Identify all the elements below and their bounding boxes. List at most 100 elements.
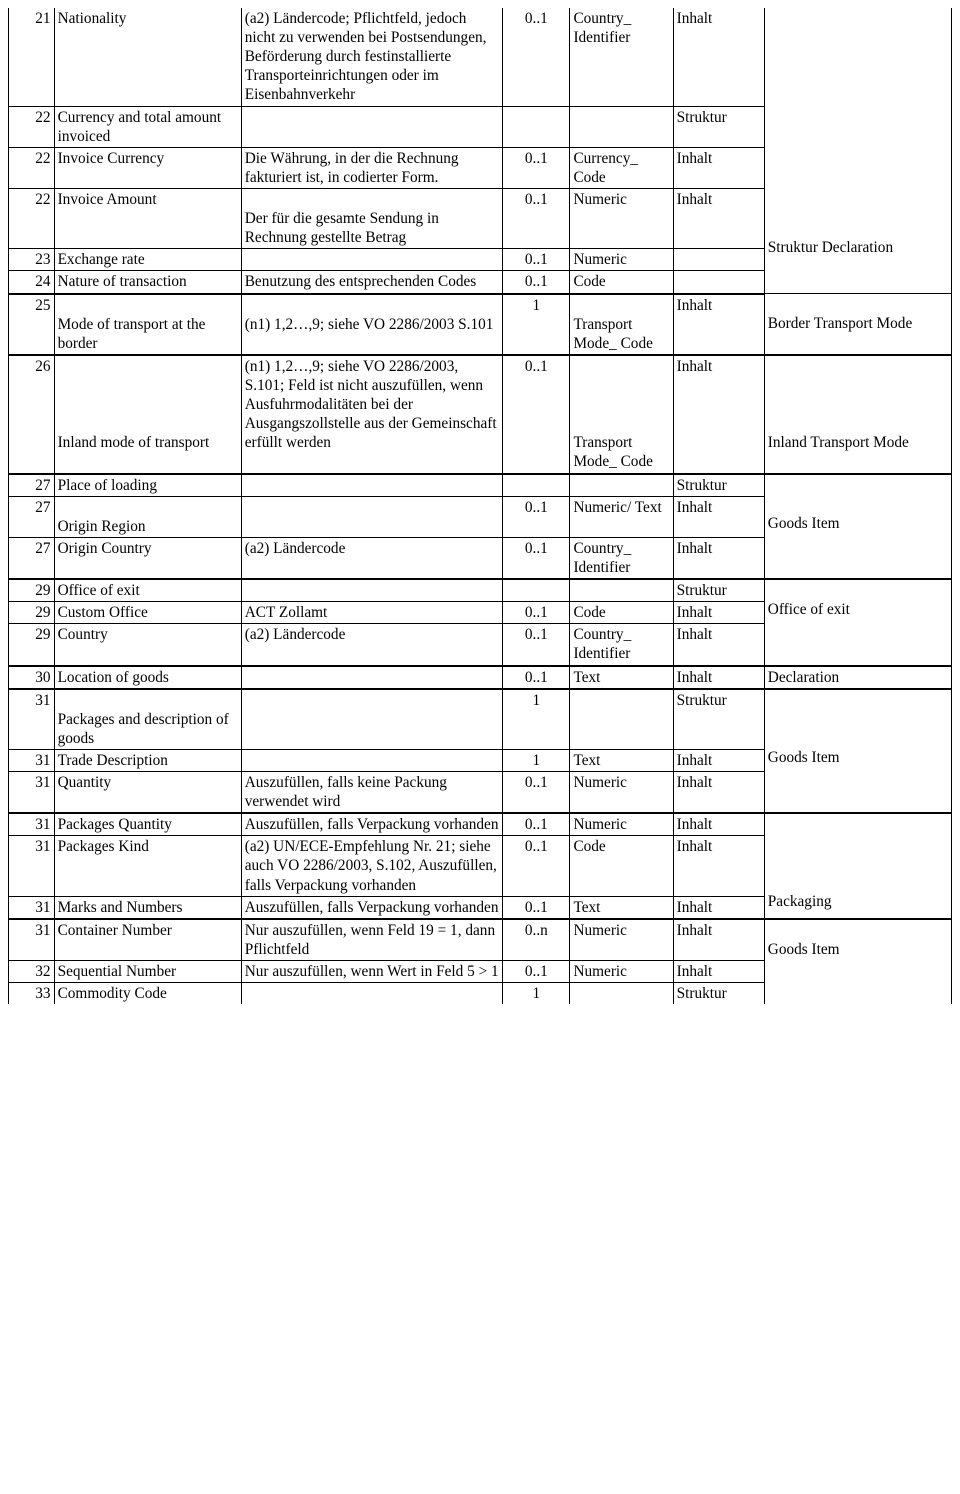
col-card: 0..1 (503, 537, 570, 579)
col-name: Office of exit (54, 579, 241, 602)
col-role: Inhalt (673, 749, 764, 771)
col-desc (241, 749, 503, 771)
col-card: 0..1 (503, 147, 570, 188)
col-num: 27 (9, 496, 55, 537)
col-desc: (a2) Ländercode (241, 537, 503, 579)
col-desc: (n1) 1,2…,9; siehe VO 2286/2003 S.101 (241, 294, 503, 355)
col-type: Text (570, 896, 673, 919)
col-num: 32 (9, 961, 55, 983)
col-type: Country_ Identifier (570, 537, 673, 579)
col-role: Struktur (673, 983, 764, 1005)
col-desc (241, 579, 503, 602)
col-num: 31 (9, 896, 55, 919)
col-card: 0..1 (503, 772, 570, 814)
col-role: Inhalt (673, 896, 764, 919)
col-card: 0..1 (503, 961, 570, 983)
col-role (673, 271, 764, 294)
col-card: 0..1 (503, 8, 570, 106)
col-num: 29 (9, 624, 55, 666)
col-card (503, 474, 570, 497)
col-name: Packages Quantity (54, 813, 241, 836)
col-type: Code (570, 602, 673, 624)
col-name: Exchange rate (54, 249, 241, 271)
col-desc: Auszufüllen, falls Verpackung vorhanden (241, 813, 503, 836)
col-card: 0..1 (503, 249, 570, 271)
group-label: Struktur Declaration (768, 239, 893, 256)
col-type: Numeric (570, 961, 673, 983)
col-num: 30 (9, 666, 55, 689)
col-card: 0..1 (503, 666, 570, 689)
table-row: 31 Packages and description of goods 1 S… (9, 689, 952, 750)
col-desc (241, 983, 503, 1005)
col-card (503, 106, 570, 147)
col-type (570, 106, 673, 147)
col-role: Inhalt (673, 961, 764, 983)
col-desc: Nur auszufüllen, wenn Wert in Feld 5 > 1 (241, 961, 503, 983)
col-role: Inhalt (673, 188, 764, 248)
col-name: Mode of transport at the border (54, 294, 241, 355)
col-name: Packages Kind (54, 836, 241, 896)
col-role: Struktur (673, 579, 764, 602)
col-type: Transport Mode_ Code (570, 294, 673, 355)
col-num: 31 (9, 919, 55, 961)
col-name: Sequential Number (54, 961, 241, 983)
col-desc (241, 106, 503, 147)
col-name: Origin Region (54, 496, 241, 537)
col-card: 1 (503, 294, 570, 355)
col-group: Goods Item (764, 474, 951, 580)
col-name: Place of loading (54, 474, 241, 497)
col-role (673, 249, 764, 271)
col-type: Text (570, 666, 673, 689)
col-desc (241, 496, 503, 537)
col-role: Inhalt (673, 355, 764, 474)
col-type: Numeric (570, 249, 673, 271)
col-desc (241, 249, 503, 271)
col-desc: (a2) Ländercode (241, 624, 503, 666)
col-group: Goods Item (764, 689, 951, 814)
col-card: 0..1 (503, 896, 570, 919)
col-name: Country (54, 624, 241, 666)
col-name: Invoice Currency (54, 147, 241, 188)
col-num: 31 (9, 749, 55, 771)
col-role: Struktur (673, 106, 764, 147)
col-desc: Auszufüllen, falls keine Packung verwend… (241, 772, 503, 814)
col-role: Inhalt (673, 147, 764, 188)
col-card: 0..1 (503, 188, 570, 248)
table-row: 21 Nationality (a2) Ländercode; Pflichtf… (9, 8, 952, 106)
col-card: 0..1 (503, 836, 570, 896)
col-card: 1 (503, 749, 570, 771)
table-row: 25 Mode of transport at the border (n1) … (9, 294, 952, 355)
col-num: 31 (9, 689, 55, 750)
col-type: Numeric (570, 772, 673, 814)
col-name: Container Number (54, 919, 241, 961)
col-desc: Benutzung des entsprechenden Codes (241, 271, 503, 294)
col-num: 27 (9, 537, 55, 579)
col-role: Inhalt (673, 836, 764, 896)
col-name: Marks and Numbers (54, 896, 241, 919)
col-type: Transport Mode_ Code (570, 355, 673, 474)
col-type: Currency_ Code (570, 147, 673, 188)
col-group: Office of exit (764, 579, 951, 665)
col-num: 27 (9, 474, 55, 497)
col-card: 0..1 (503, 271, 570, 294)
col-name: Origin Country (54, 537, 241, 579)
col-name: Trade Description (54, 749, 241, 771)
col-type: Numeric/ Text (570, 496, 673, 537)
col-num: 33 (9, 983, 55, 1005)
col-desc: Auszufüllen, falls Verpackung vorhanden (241, 896, 503, 919)
col-group: Inland Transport Mode (764, 355, 951, 474)
table-row: 31 Container Number Nur auszufüllen, wen… (9, 919, 952, 961)
col-num: 23 (9, 249, 55, 271)
col-group: Border Transport Mode (764, 294, 951, 355)
col-role: Inhalt (673, 537, 764, 579)
col-card: 0..1 (503, 496, 570, 537)
col-name: Currency and total amount invoiced (54, 106, 241, 147)
col-role: Inhalt (673, 602, 764, 624)
col-group: Packaging (764, 813, 951, 919)
col-desc: Nur auszufüllen, wenn Feld 19 = 1, dann … (241, 919, 503, 961)
col-role: Inhalt (673, 294, 764, 355)
col-num: 31 (9, 836, 55, 896)
col-name: Inland mode of transport (54, 355, 241, 474)
col-role: Inhalt (673, 813, 764, 836)
col-group: Declaration (764, 666, 951, 689)
